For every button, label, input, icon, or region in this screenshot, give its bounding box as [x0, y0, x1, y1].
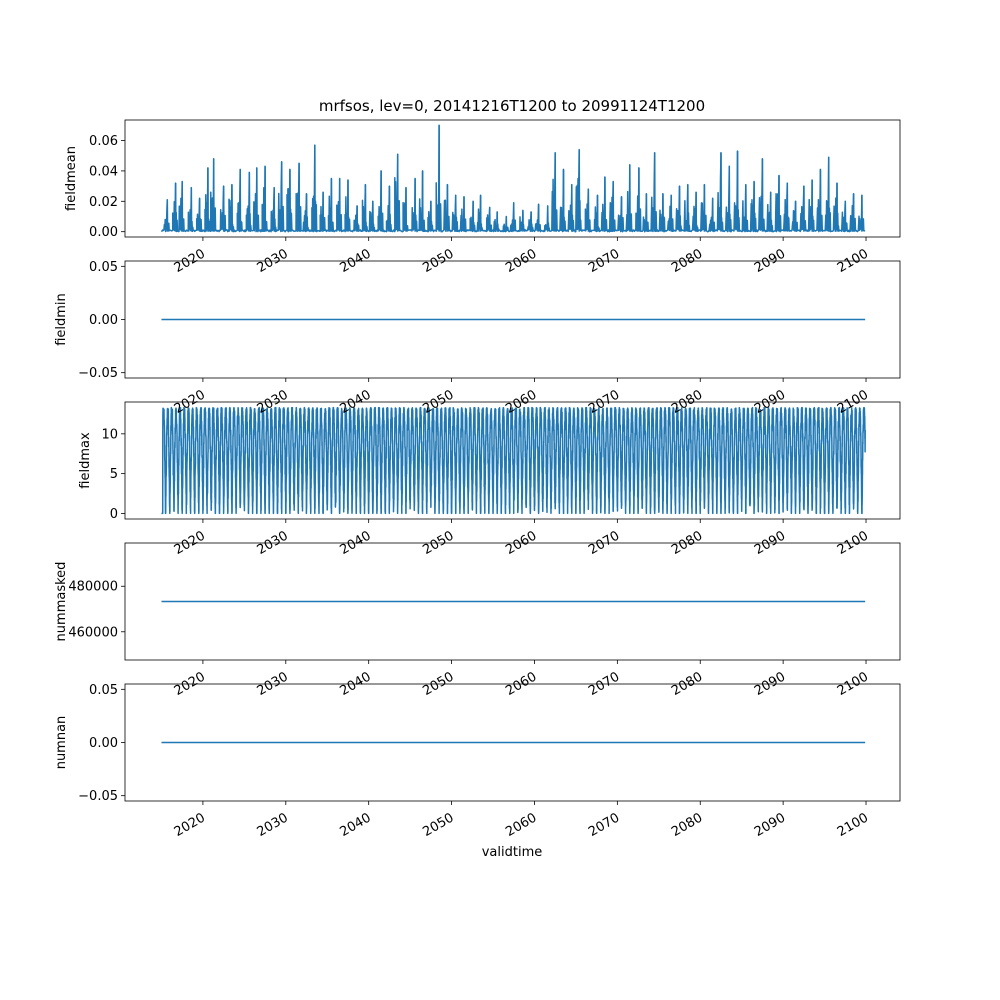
y-axis-label: fieldmin	[54, 293, 69, 346]
y-tick-label: 0.05	[89, 683, 118, 698]
y-axis-label: numnan	[54, 716, 69, 770]
axes-frame	[124, 542, 901, 661]
y-tick-label: 460000	[68, 625, 118, 640]
chart-title: mrfsos, lev=0, 20141216T1200 to 20991124…	[319, 97, 705, 115]
y-tick-label: 0.04	[89, 164, 118, 179]
y-tick-label: −0.05	[78, 366, 118, 381]
y-tick-label: 0.05	[89, 260, 118, 275]
y-tick-label: 10	[101, 427, 118, 442]
y-tick-label: 0.02	[89, 195, 118, 210]
y-axis-label: nummasked	[54, 562, 69, 642]
panel-fieldmean: 0.00 0.02 0.04 0.06 fieldmean	[64, 119, 901, 241]
y-tick-label: 0	[110, 507, 118, 522]
axes-frame	[124, 683, 901, 802]
y-tick-label: 0.00	[89, 313, 118, 328]
panel-numnan: −0.05 0.00 0.05 numnan	[54, 683, 901, 805]
y-tick-label: 0.00	[89, 736, 118, 751]
axes-frame	[124, 260, 901, 379]
y-tick-label: 0.00	[89, 225, 118, 240]
x-axis-label: validtime	[482, 845, 543, 860]
axes-frame	[124, 119, 901, 238]
y-axis-label: fieldmean	[64, 146, 79, 211]
y-axis-label: fieldmax	[78, 432, 93, 489]
y-tick-label: −0.05	[78, 789, 118, 804]
y-tick-label: 5	[110, 467, 118, 482]
series-line	[160, 406, 866, 515]
panel-fieldmin: −0.05 0.00 0.05 fieldmin	[54, 260, 901, 382]
panel-fieldmax: 0 5 10 fieldmax	[78, 401, 901, 523]
axes-frame	[124, 401, 901, 520]
y-tick-label: 0.06	[89, 134, 118, 149]
y-tick-label: 480000	[68, 580, 118, 595]
